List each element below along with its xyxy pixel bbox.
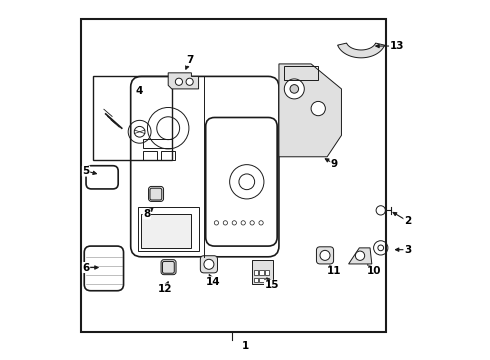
Bar [259, 278, 264, 282]
Circle shape [320, 250, 330, 260]
Circle shape [355, 251, 365, 260]
Circle shape [311, 102, 325, 116]
Text: 1: 1 [242, 341, 248, 351]
Text: 5: 5 [82, 166, 90, 176]
Circle shape [175, 78, 182, 85]
Bar [161, 152, 174, 160]
Text: 3: 3 [404, 245, 411, 255]
Bar [93, 76, 172, 160]
Text: 14: 14 [205, 277, 220, 287]
Text: 6: 6 [82, 262, 90, 273]
Bar [143, 139, 172, 148]
Text: 13: 13 [390, 41, 404, 51]
Text: 15: 15 [265, 280, 279, 291]
Bar [138, 207, 198, 251]
Polygon shape [168, 73, 198, 89]
Polygon shape [279, 64, 342, 157]
Circle shape [284, 79, 304, 99]
Bar [284, 66, 318, 80]
Bar [143, 152, 157, 160]
Text: 12: 12 [157, 284, 172, 294]
Text: 2: 2 [404, 216, 411, 226]
Text: 10: 10 [367, 266, 381, 276]
Polygon shape [338, 43, 385, 58]
Circle shape [186, 78, 193, 85]
Bar [252, 260, 273, 284]
FancyBboxPatch shape [317, 247, 334, 264]
Bar [142, 214, 192, 248]
Bar [259, 270, 264, 275]
Circle shape [134, 126, 145, 137]
Circle shape [204, 259, 214, 269]
Bar [253, 278, 258, 282]
Text: 4: 4 [136, 86, 143, 96]
FancyBboxPatch shape [148, 186, 164, 202]
Text: 11: 11 [327, 266, 342, 276]
Bar [253, 270, 258, 275]
Polygon shape [348, 248, 372, 264]
Bar [265, 278, 270, 282]
Text: 7: 7 [186, 55, 194, 65]
Text: 8: 8 [143, 209, 150, 219]
FancyBboxPatch shape [200, 256, 218, 273]
Bar [265, 270, 270, 275]
Text: 9: 9 [331, 159, 338, 169]
FancyBboxPatch shape [161, 260, 176, 275]
Circle shape [290, 85, 298, 93]
Bar [81, 19, 386, 332]
Circle shape [128, 120, 151, 143]
